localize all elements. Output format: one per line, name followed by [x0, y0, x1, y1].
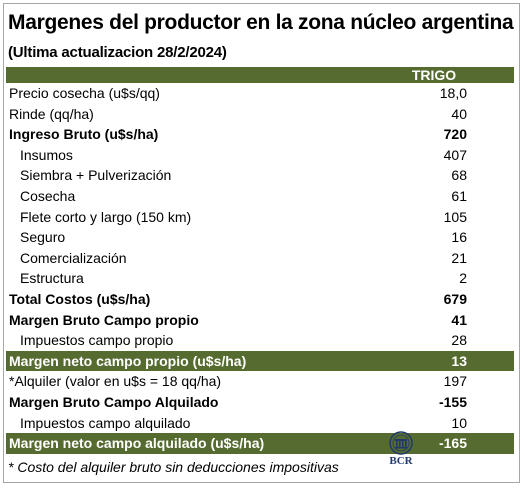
row-label: Ingreso Bruto (u$s/ha) [9, 126, 159, 143]
table-row: Ingreso Bruto (u$s/ha) 720 [6, 124, 514, 145]
table-row: Impuestos campo propio 28 [6, 330, 514, 351]
row-value: 10 [451, 414, 467, 431]
table-row: Total Costos (u$s/ha) 679 [6, 289, 514, 310]
row-value: 28 [451, 332, 467, 349]
page-title: Margenes del productor en la zona núcleo… [8, 11, 514, 34]
row-value: -165 [438, 435, 467, 452]
table-header: TRIGO [6, 67, 514, 83]
table-row: Margen Bruto Campo Alquilado -155 [6, 392, 514, 413]
row-value: 61 [451, 187, 467, 204]
column-header-trigo: TRIGO [411, 67, 457, 83]
table-row: Precio cosecha (u$s/qq) 18,0 [6, 83, 514, 104]
row-value: 13 [451, 352, 467, 369]
table-row: Estructura 2 [6, 268, 514, 289]
row-label: Margen neto campo alquilado (u$s/ha) [9, 435, 265, 452]
row-label: Cosecha [20, 187, 76, 204]
row-value: 2 [459, 270, 467, 287]
table-row: *Alquiler (valor en u$s = 18 qq/ha) 197 [6, 371, 514, 392]
row-value: 68 [451, 167, 467, 184]
row-label: *Alquiler (valor en u$s = 18 qq/ha) [9, 373, 222, 390]
table-frame [3, 3, 520, 483]
row-value: 16 [451, 229, 467, 246]
row-label: Siembra + Pulverización [20, 167, 172, 184]
row-value: -155 [438, 393, 467, 410]
table-row: Rinde (qq/ha) 40 [6, 104, 514, 125]
row-label: Margen neto campo propio (u$s/ha) [9, 352, 247, 369]
table-row: Flete corto y largo (150 km) 105 [6, 207, 514, 228]
row-label: Impuestos campo propio [20, 332, 174, 349]
footnote: * Costo del alquiler bruto sin deduccion… [8, 459, 339, 475]
table-row: Insumos 407 [6, 145, 514, 166]
row-value: 197 [443, 373, 467, 390]
row-value: 105 [443, 208, 467, 225]
bcr-logo-icon [389, 431, 413, 455]
row-label: Impuestos campo alquilado [20, 414, 191, 431]
row-value: 40 [451, 105, 467, 122]
row-label: Comercialización [20, 249, 127, 266]
row-label: Margen Bruto Campo propio [9, 311, 199, 328]
table-row: Seguro 16 [6, 227, 514, 248]
table-row: Impuestos campo alquilado 10 [6, 413, 514, 434]
row-label: Margen Bruto Campo Alquilado [9, 393, 219, 410]
table-row: Siembra + Pulverización 68 [6, 165, 514, 186]
table-row-highlight: Margen neto campo alquilado (u$s/ha) -16… [6, 433, 514, 454]
margins-table: TRIGO Precio cosecha (u$s/qq) 18,0 Rinde… [6, 67, 514, 454]
row-label: Precio cosecha (u$s/qq) [9, 85, 160, 101]
row-value: 41 [451, 311, 467, 328]
row-label: Flete corto y largo (150 km) [20, 208, 192, 225]
row-label: Insumos [20, 146, 73, 163]
row-label: Seguro [20, 229, 66, 246]
table-row: Cosecha 61 [6, 186, 514, 207]
table-row: Margen Bruto Campo propio 41 [6, 310, 514, 331]
row-value: 720 [443, 126, 467, 143]
row-value: 18,0 [439, 85, 467, 101]
row-label: Estructura [20, 270, 84, 287]
row-value: 679 [443, 290, 467, 307]
row-label: Total Costos (u$s/ha) [9, 290, 151, 307]
logo-text: BCR [389, 455, 413, 467]
row-value: 21 [451, 249, 467, 266]
page-subtitle: (Ultima actualizacion 28/2/2024) [8, 44, 227, 61]
table-row: Comercialización 21 [6, 248, 514, 269]
row-label: Rinde (qq/ha) [9, 105, 94, 122]
row-value: 407 [443, 146, 467, 163]
table-row-highlight: Margen neto campo propio (u$s/ha) 13 [6, 350, 514, 372]
